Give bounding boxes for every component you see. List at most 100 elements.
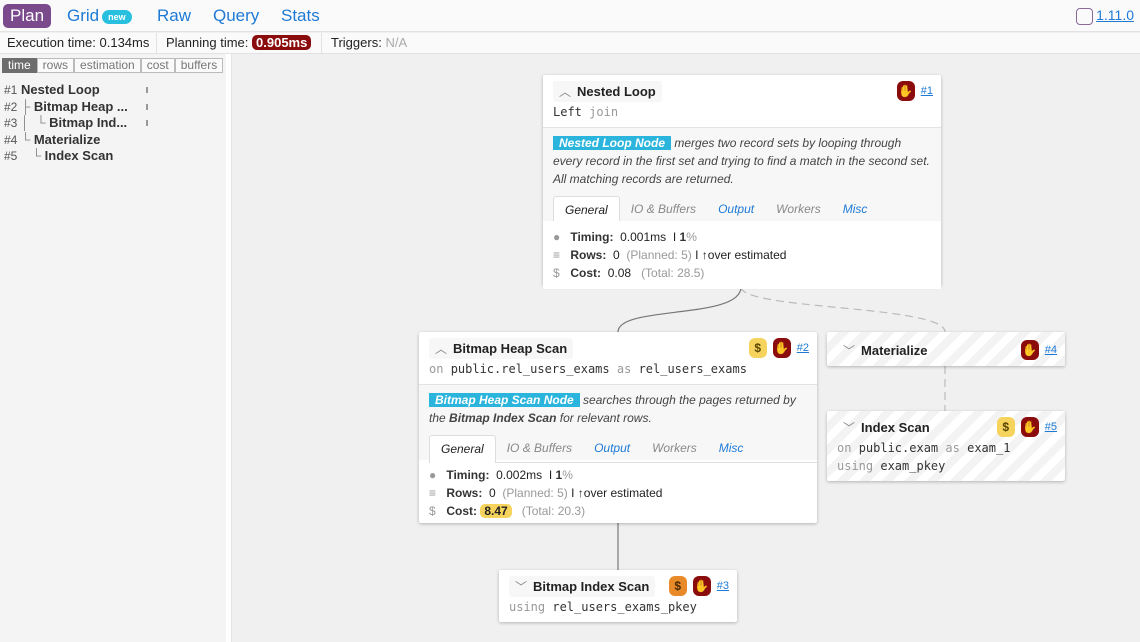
dollar-icon: $ xyxy=(429,504,436,518)
tree-num: #5 xyxy=(4,149,18,163)
metric-tab-rows[interactable]: rows xyxy=(36,58,75,73)
dollar-icon: $ xyxy=(553,266,560,280)
node-title[interactable]: ︿ Bitmap Heap Scan xyxy=(429,338,574,359)
node-title[interactable]: ﹀ Bitmap Index Scan xyxy=(509,576,656,597)
metric-tabs: time rows estimation cost buffers xyxy=(2,58,224,73)
cost-icon: $ xyxy=(668,576,687,596)
node-tabs: General IO & Buffers Output Workers Misc xyxy=(553,196,941,224)
metric-tab-time[interactable]: time xyxy=(2,58,37,73)
tab-grid-label: Grid xyxy=(67,6,100,25)
version-label: 1.11.0 xyxy=(1096,7,1134,23)
metric-tab-buffers[interactable]: buffers xyxy=(174,58,224,73)
node-subtitle: on public.exam as exam_1 xyxy=(837,441,1011,455)
node-tab-general[interactable]: General xyxy=(553,196,620,224)
expand-icon[interactable]: ﹀ xyxy=(515,580,528,594)
version-link[interactable]: 1.11.0 xyxy=(1076,7,1134,25)
node-title[interactable]: ﹀ Index Scan xyxy=(837,417,936,438)
node-type-highlight: Bitmap Heap Scan Node xyxy=(429,393,580,407)
tree-item[interactable]: #3 │ └ Bitmap Ind... xyxy=(4,115,150,132)
node-tab-misc[interactable]: Misc xyxy=(842,202,868,216)
tree-num: #3 xyxy=(4,116,18,130)
cost-icon: $ xyxy=(996,417,1015,437)
node-title-text: Materialize xyxy=(861,343,928,358)
node-title-text: Bitmap Heap Scan xyxy=(453,341,568,356)
planning-time: Planning time: 0.905ms xyxy=(159,33,322,53)
plan-node-bitmap-index-scan[interactable]: ﹀ Bitmap Index Scan $ ✋ #3 using rel_users_… xyxy=(499,570,737,622)
top-nav: Plan Grid new Raw Query Stats 1.11.0 xyxy=(0,0,1140,32)
node-tab-io-buffers[interactable]: IO & Buffers xyxy=(506,441,573,455)
plan-node-index-scan[interactable]: ﹀ Index Scan $ ✋ #5 on public.exam as exam_… xyxy=(827,411,1065,481)
collapse-icon[interactable]: ︿ xyxy=(559,85,572,99)
node-general: ● Timing: 0.002ms I 1% ≡ Rows: 0 (Planne… xyxy=(429,468,663,518)
node-title-text: Nested Loop xyxy=(577,84,656,99)
tree-item[interactable]: #4 └ Materialize xyxy=(4,132,150,149)
node-id-link[interactable]: #4 xyxy=(1044,344,1057,356)
node-tab-io-buffers[interactable]: IO & Buffers xyxy=(630,202,697,216)
node-tab-workers[interactable]: Workers xyxy=(776,202,821,216)
expand-icon[interactable]: ﹀ xyxy=(843,421,856,435)
node-title-text: Index Scan xyxy=(861,420,930,435)
node-tab-misc[interactable]: Misc xyxy=(718,441,744,455)
expand-icon[interactable]: ﹀ xyxy=(843,344,856,358)
node-id-link[interactable]: #2 xyxy=(796,342,809,354)
collapse-icon[interactable]: ︿ xyxy=(435,342,448,356)
tree-label: Materialize xyxy=(33,131,101,147)
execution-label: Execution time: xyxy=(7,35,96,50)
node-type-highlight: Nested Loop Node xyxy=(553,136,672,150)
plan-node-bitmap-heap-scan[interactable]: ︿ Bitmap Heap Scan $ ✋ #2 on public.rel_use… xyxy=(419,332,817,523)
metric-tab-estimation[interactable]: estimation xyxy=(74,58,141,73)
node-subtitle: using rel_users_exams_pkey xyxy=(509,600,697,614)
stats-bar: Execution time: 0.134ms Planning time: 0… xyxy=(0,33,1140,54)
tree-num: #2 xyxy=(4,99,18,114)
tree-item[interactable]: #1 Nested Loop xyxy=(4,82,150,99)
tree-label: Index Scan xyxy=(44,148,114,163)
tree-prefix: │ └ xyxy=(20,115,46,130)
tree-label: Nested Loop xyxy=(20,82,100,97)
tab-raw[interactable]: Raw xyxy=(157,6,192,25)
node-id-link[interactable]: #3 xyxy=(716,580,729,592)
node-title-text: Bitmap Index Scan xyxy=(533,579,650,594)
arrow-up-icon: ↑ xyxy=(701,248,708,262)
node-tab-general[interactable]: General xyxy=(429,435,496,463)
tree-prefix: └ xyxy=(20,148,42,163)
splitter-handle[interactable] xyxy=(226,54,232,642)
tree-prefix: └ xyxy=(20,131,31,147)
execution-time: Execution time: 0.134ms xyxy=(0,33,157,53)
plan-node-materialize[interactable]: ﹀ Materialize ✋ #4 xyxy=(827,332,1065,366)
plan-tree: #1 Nested Loop #2 ├ Bitmap Heap ... #3 │… xyxy=(4,82,150,165)
time-bar xyxy=(146,103,148,110)
cost-badge: 8.47 xyxy=(480,504,512,518)
clock-icon: ● xyxy=(553,230,561,244)
node-subtitle: on public.rel_users_exams as rel_users_e… xyxy=(429,362,747,376)
time-bar xyxy=(146,87,148,93)
plan-node-nested-loop[interactable]: ︿ Nested Loop ✋ #1 Left join Nested Loop N… xyxy=(543,75,941,289)
tab-stats[interactable]: Stats xyxy=(281,6,320,25)
node-tab-output[interactable]: Output xyxy=(718,202,755,216)
tree-label: Bitmap Heap ... xyxy=(33,98,128,114)
node-id-link[interactable]: #5 xyxy=(1044,421,1057,433)
node-index: using exam_pkey xyxy=(837,459,946,473)
logo-icon xyxy=(1076,7,1094,25)
tab-plan[interactable]: Plan xyxy=(3,4,52,28)
node-tab-workers[interactable]: Workers xyxy=(652,441,697,455)
thumbs-down-icon: ✋ xyxy=(896,81,915,101)
cost-icon: $ xyxy=(748,338,767,358)
thumbs-down-icon: ✋ xyxy=(1020,417,1039,437)
tab-grid[interactable]: Grid new xyxy=(67,4,132,28)
node-description: Bitmap Heap Scan Node searches through t… xyxy=(419,384,817,463)
node-id-link[interactable]: #1 xyxy=(920,85,933,97)
tree-item[interactable]: #5 └ Index Scan xyxy=(4,148,150,165)
node-tab-output[interactable]: Output xyxy=(594,441,631,455)
tree-num: #1 xyxy=(4,83,18,97)
node-general: ● Timing: 0.001ms I 1% ≡ Rows: 0 (Planne… xyxy=(543,221,941,289)
metric-tab-cost[interactable]: cost xyxy=(140,58,175,73)
tab-query[interactable]: Query xyxy=(213,6,260,25)
tree-item[interactable]: #2 ├ Bitmap Heap ... xyxy=(4,99,150,116)
tree-label: Bitmap Ind... xyxy=(49,115,128,130)
clock-icon: ● xyxy=(429,468,437,482)
triggers-label: Triggers: xyxy=(331,35,382,50)
node-title[interactable]: ︿ Nested Loop xyxy=(553,81,662,102)
node-title[interactable]: ﹀ Materialize xyxy=(837,340,934,361)
thumbs-down-icon: ✋ xyxy=(692,576,711,596)
